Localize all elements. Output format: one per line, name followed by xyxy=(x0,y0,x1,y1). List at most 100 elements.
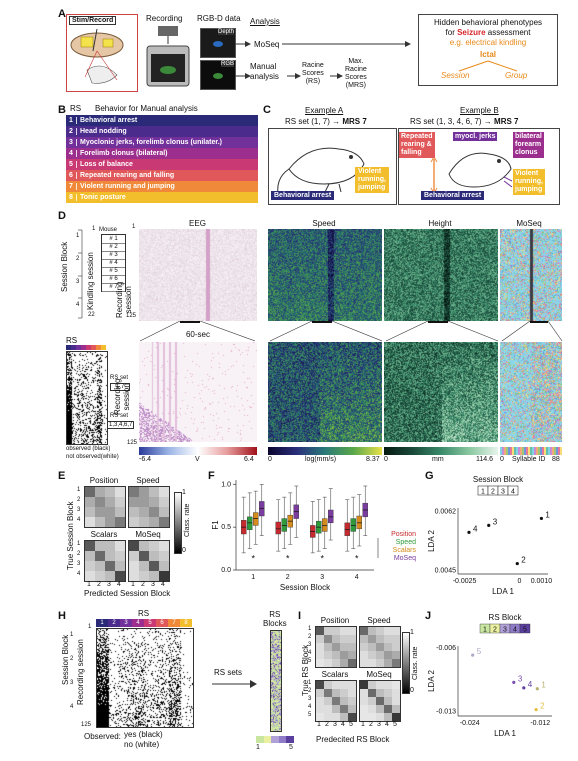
h-bar-1: 1 xyxy=(256,744,260,751)
confusion-title: MoSeq xyxy=(135,530,161,539)
confusion-cell xyxy=(392,697,400,705)
confusion-matrix xyxy=(315,626,357,668)
confusion-cell xyxy=(95,517,105,527)
stim-record-label: Stim/Record xyxy=(69,16,117,25)
syllable-bar-cell xyxy=(546,447,548,455)
height-colorbar xyxy=(384,447,498,455)
rs-color-strip xyxy=(66,345,106,350)
confusion-ytick: 1 xyxy=(308,680,312,686)
behavioral-arrest-label-b: Behavioral arrest xyxy=(421,191,485,200)
confusion-cell xyxy=(332,689,340,697)
confusion-cell xyxy=(85,561,95,571)
confusion-cell xyxy=(340,651,348,659)
h-session-block-tick: 4 xyxy=(70,704,74,710)
rgb-label: RGB xyxy=(220,61,234,67)
mouse-item: # 6 xyxy=(102,275,125,284)
j-legend-label: 4 xyxy=(513,627,517,634)
syllable-bar-cell xyxy=(554,447,556,455)
rs-row: 7 Violent running and jumping xyxy=(66,181,258,192)
panel-letter-c: C xyxy=(263,104,271,116)
confusion-cell xyxy=(376,713,384,721)
confusion-matrix xyxy=(128,540,170,582)
f-legend-entry: Position xyxy=(391,531,416,538)
rgb-frame: RGB xyxy=(200,60,236,90)
confusion-cell xyxy=(85,517,95,527)
confusion-cell xyxy=(105,571,115,581)
confusion-cell xyxy=(129,497,139,507)
syllable-colorbar xyxy=(500,447,562,455)
confusion-ytick: 4 xyxy=(308,704,312,710)
confusion-cell xyxy=(129,487,139,497)
syllable-bar-cell xyxy=(506,447,508,455)
panel-letter-i: I xyxy=(298,610,302,622)
confusion-xtick: 2 xyxy=(369,721,373,728)
panel-letter-j: J xyxy=(425,610,432,622)
cb-height-max: 114.6 xyxy=(476,456,493,463)
confusion-cell xyxy=(348,697,356,705)
height-title: Height xyxy=(428,219,452,228)
confusion-cell xyxy=(149,551,159,561)
f-xtick-label: 4 xyxy=(355,574,359,581)
hidden-title-1: Hidden behavioral phenotypes xyxy=(433,18,543,27)
rs-strip-cell xyxy=(76,345,81,350)
confusion-title: Position xyxy=(89,476,119,485)
confusion-cell xyxy=(360,713,368,721)
h-rs-block-colorbar-cell xyxy=(278,736,287,743)
confusion-cell xyxy=(348,643,356,651)
confusion-cell xyxy=(324,635,332,643)
rs-strip-cell xyxy=(101,345,106,350)
f-box xyxy=(356,515,362,530)
recording-label: Recording xyxy=(146,14,183,23)
mouse-item: # 1 xyxy=(102,235,125,244)
h-rs-strip-cell: 5 xyxy=(144,619,156,627)
brain-electrode-illustration xyxy=(70,28,124,84)
confusion-ytick: 2 xyxy=(308,688,312,694)
confusion-cell xyxy=(129,551,139,561)
panel-letter-b: B xyxy=(58,104,66,116)
confusion-cell xyxy=(392,635,400,643)
f-significance-star: * xyxy=(320,553,324,563)
confusion-cell xyxy=(392,651,400,659)
confusion-cell xyxy=(316,635,324,643)
confusion-cell xyxy=(360,705,368,713)
confusion-cell xyxy=(392,643,400,651)
observed-black-label: observed (black) xyxy=(66,446,111,452)
rs-row: 8 Tonic posture xyxy=(66,192,258,203)
syllable-bar-cell xyxy=(522,447,524,455)
confusion-cell xyxy=(368,643,376,651)
confusion-cell xyxy=(159,541,169,551)
confusion-matrix xyxy=(315,680,357,722)
confusion-cell xyxy=(376,627,384,635)
manual-analysis-label: Manual analysis xyxy=(250,62,279,81)
syllable-bar-cell xyxy=(524,447,526,455)
confusion-cell xyxy=(105,541,115,551)
f-legend-entry: MoSeq xyxy=(394,555,416,562)
f-significance-star: * xyxy=(355,553,359,563)
confusion-cell xyxy=(324,627,332,635)
j-ytick-top: -0.006 xyxy=(436,645,456,652)
f-ytick-label: 1.0 xyxy=(221,481,231,488)
cb-eeg-max: 6.4 xyxy=(244,456,254,463)
e-xlabel: Predicted Session Block xyxy=(84,589,171,598)
rs-row-label: Head nodding xyxy=(80,128,127,135)
rs-row-label: Forelimb clonus (bilateral) xyxy=(80,150,168,157)
rs-header: RS xyxy=(70,104,82,113)
i-cb-min: 0 xyxy=(410,687,414,694)
racine-label: Racine Scores (RS) xyxy=(302,62,324,85)
h-rs-strip-cell: 6 xyxy=(156,619,168,627)
violent-running-label-a: Violent running, jumping xyxy=(355,167,389,193)
confusion-title: Speed xyxy=(367,616,391,625)
h-rs-strip-cell: 3 xyxy=(120,619,132,627)
confusion-cell xyxy=(139,561,149,571)
h-no-white: no (white) xyxy=(124,740,160,749)
rs-strip-cell xyxy=(71,345,76,350)
panel-letter-f: F xyxy=(208,470,215,482)
g-ytick-bottom: 0.0045 xyxy=(435,568,457,575)
confusion-cell xyxy=(376,635,384,643)
confusion-xtick: 1 xyxy=(131,581,135,588)
confusion-cell xyxy=(384,697,392,705)
j-point-label: 1 xyxy=(541,681,546,690)
confusion-cell xyxy=(348,705,356,713)
g-legend-label: 2 xyxy=(491,489,495,496)
